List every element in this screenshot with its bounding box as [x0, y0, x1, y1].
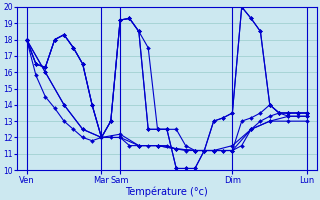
X-axis label: Température (°c): Température (°c): [125, 186, 208, 197]
